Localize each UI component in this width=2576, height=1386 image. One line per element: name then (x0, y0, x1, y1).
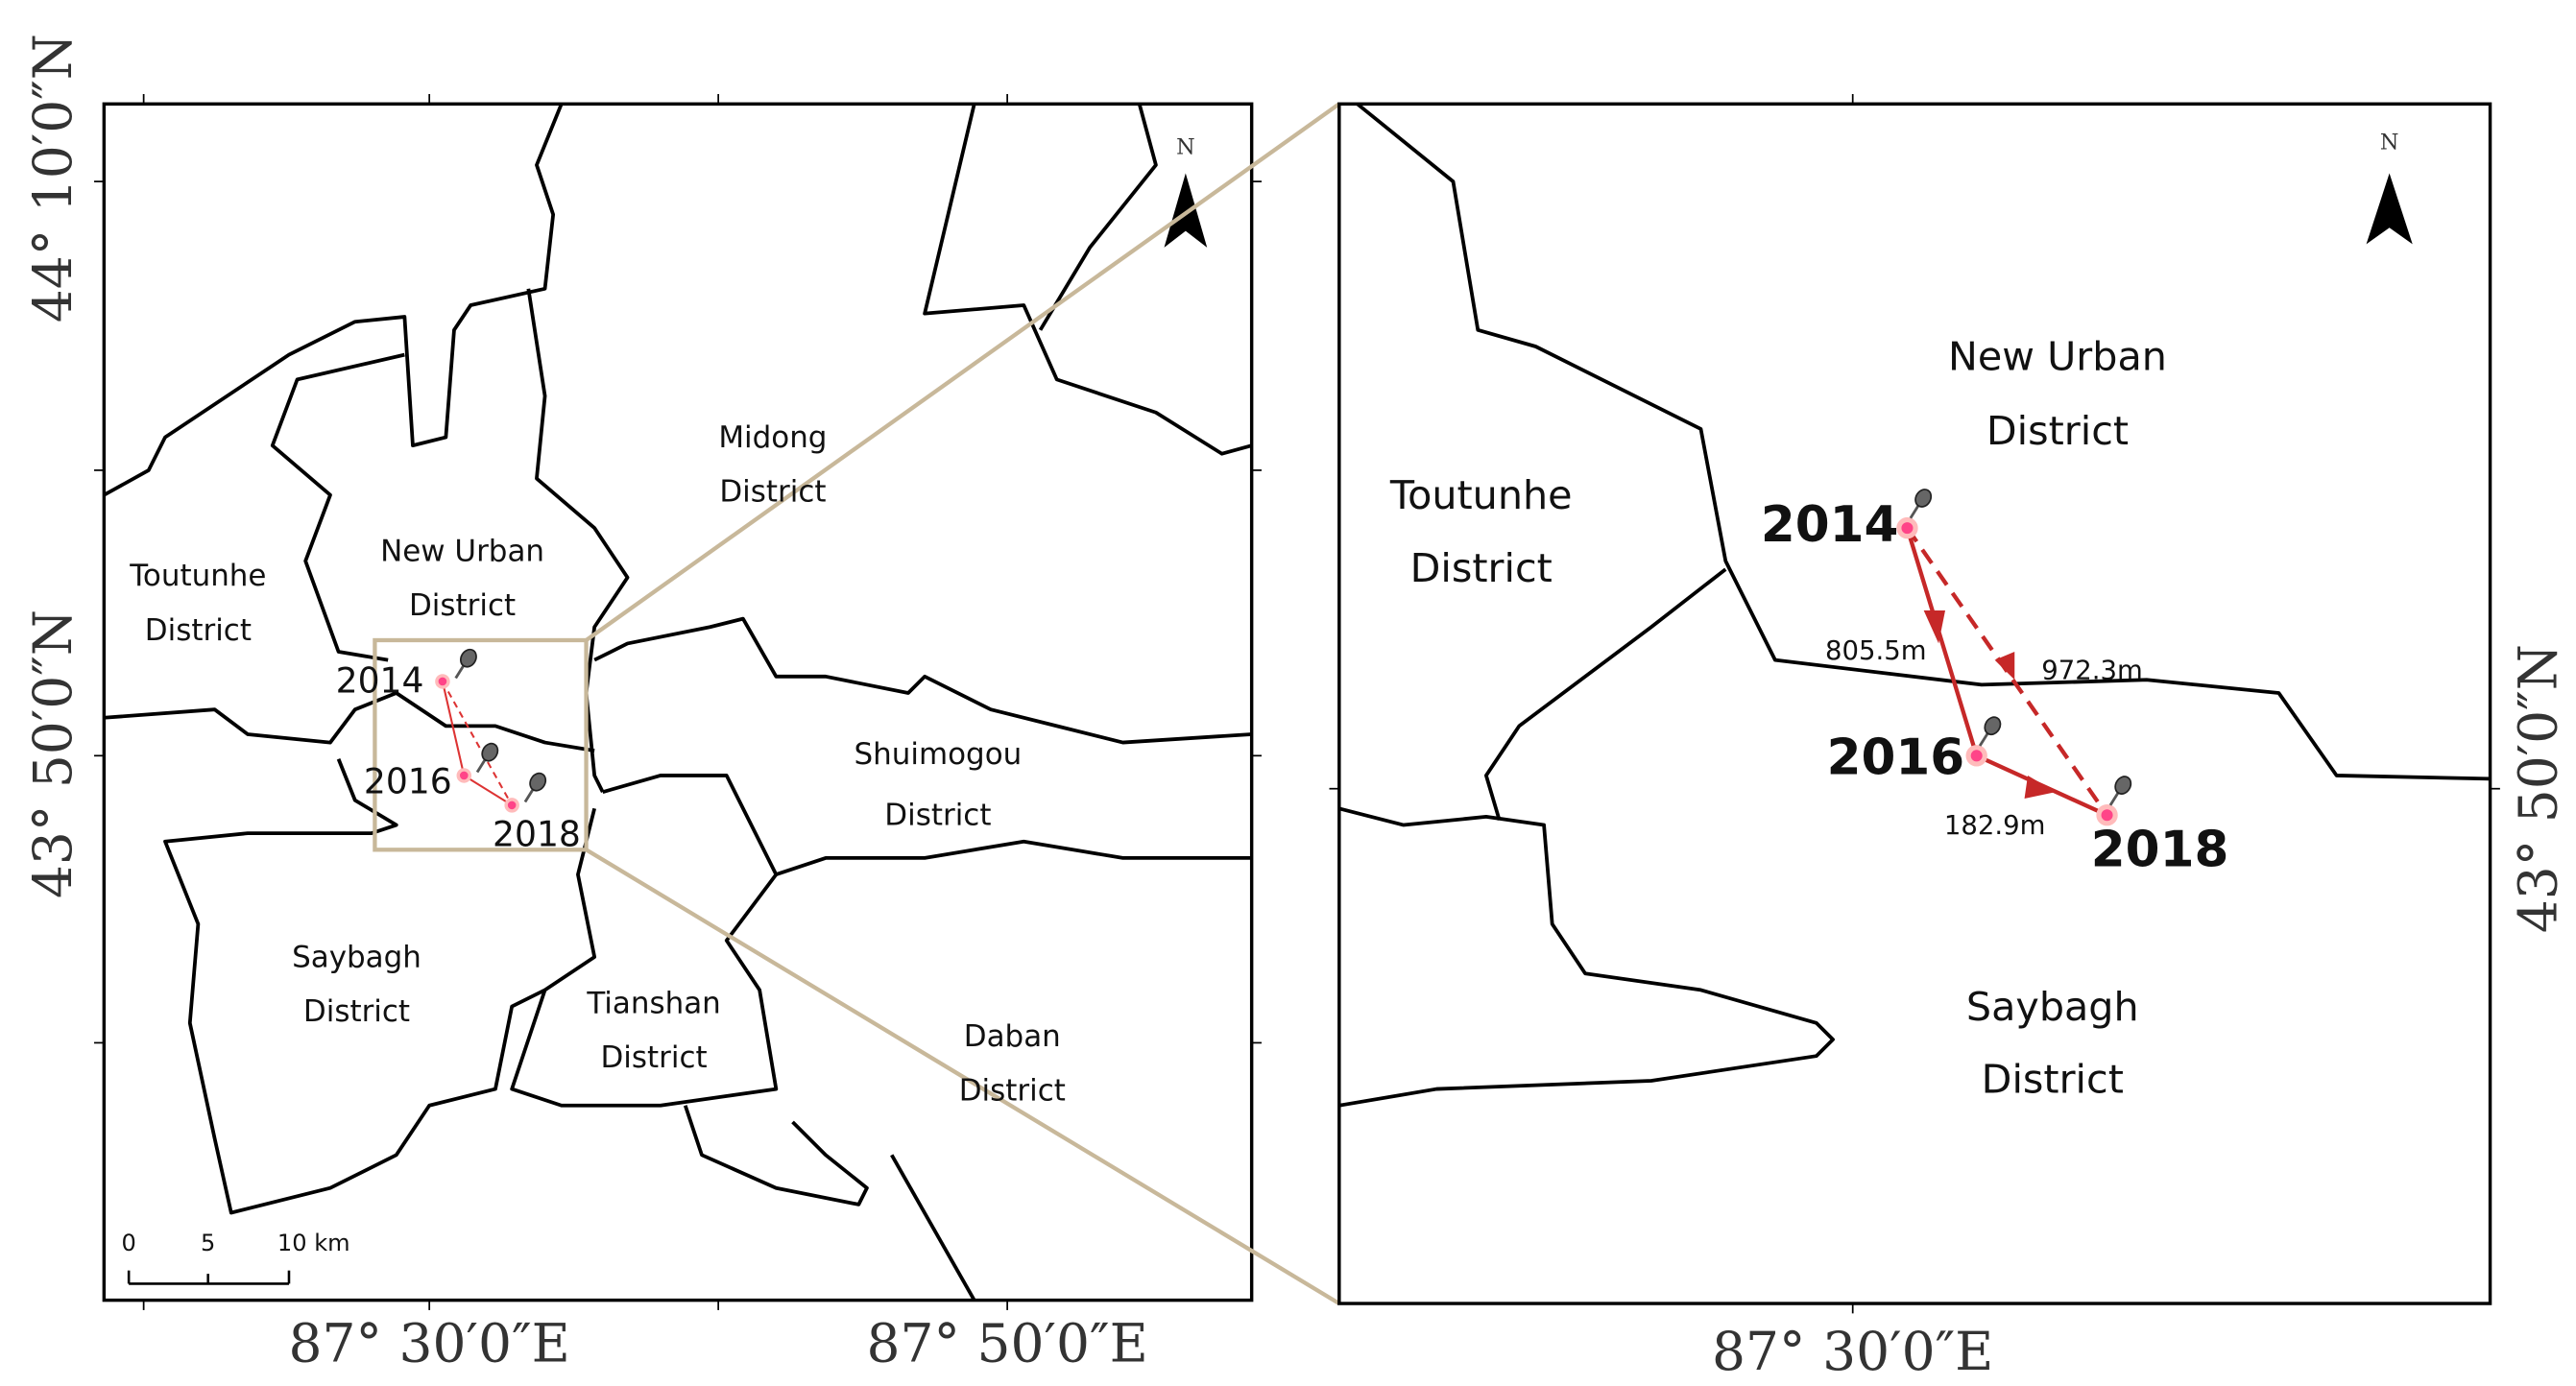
site-marker (504, 798, 519, 813)
district-label: District (145, 613, 252, 648)
arrow-head (1994, 652, 2015, 681)
distance-label: 805.5m (1825, 635, 1927, 666)
lon-label: 87° 50′0″E (866, 1312, 1147, 1374)
district-label: District (409, 588, 516, 623)
district-label: District (719, 474, 826, 509)
district-label: New Urban (1948, 334, 2167, 380)
pin (529, 772, 547, 792)
district-label: District (600, 1040, 707, 1075)
boundary (602, 774, 1252, 876)
district-label: Tianshan (586, 986, 720, 1020)
district-label: Shuimogou (855, 737, 1023, 772)
lon-label: 87° 30′0″E (289, 1312, 570, 1374)
district-label: Toutunhe (1389, 472, 1573, 518)
boundary (103, 103, 564, 497)
lat-label: 43° 50′0″N (2508, 644, 2569, 933)
site-marker (2096, 804, 2118, 826)
boundary (1038, 103, 1158, 331)
district-label: District (959, 1074, 1066, 1109)
lon-label: 87° 30′0″E (1712, 1321, 1993, 1382)
pin (2114, 776, 2132, 795)
distance-label: 972.3m (2041, 656, 2143, 686)
year-label: 2016 (364, 761, 452, 802)
right-frame (1337, 102, 2492, 1305)
boundary (593, 616, 1252, 745)
connector (585, 102, 1341, 642)
scale-label: 0 (121, 1230, 135, 1256)
district-label: District (1410, 545, 1553, 591)
right-map (1337, 102, 2492, 1305)
year-label: 2014 (336, 660, 424, 702)
boundary (526, 288, 630, 793)
district-label: District (884, 798, 991, 832)
scale-label: 10 km (277, 1230, 350, 1256)
connector (585, 848, 1340, 1305)
boundary (1356, 102, 2491, 781)
boundary (270, 352, 405, 662)
pin (481, 742, 499, 762)
year-label: 2014 (1761, 496, 1899, 554)
site-marker (1965, 745, 1987, 767)
boundary (510, 872, 779, 1108)
district-label: New Urban (380, 534, 544, 568)
north-arrow (2366, 173, 2413, 245)
district-label: Midong (718, 420, 827, 455)
site-marker (456, 768, 472, 783)
district-label: District (1986, 408, 2129, 454)
route-direct (442, 681, 514, 806)
boundary (1338, 806, 1835, 1108)
site-marker (1896, 516, 1918, 539)
north-label: N (1176, 135, 1195, 160)
left-map (102, 102, 1254, 1302)
left-frame (102, 102, 1254, 1302)
district-label: Toutunhe (129, 559, 266, 593)
lat-label: 43° 50′0″N (22, 609, 84, 898)
district-label: Daban (964, 1019, 1061, 1054)
distance-label: 182.9m (1944, 810, 2046, 841)
boundary (923, 103, 1253, 456)
year-label: 2016 (1827, 729, 1965, 786)
north-arrow (1164, 173, 1208, 248)
year-label: 2018 (493, 814, 581, 855)
year-label: 2018 (2091, 822, 2229, 879)
pin (1984, 716, 2002, 736)
boundary (683, 1105, 869, 1207)
arrow-head (2024, 775, 2057, 800)
arrow-head (1923, 610, 1946, 644)
scale-label: 5 (201, 1230, 215, 1256)
district-label: Saybagh (1966, 984, 2139, 1030)
boundary (1483, 567, 1727, 821)
inset-box (373, 637, 589, 852)
district-label: District (1982, 1057, 2124, 1103)
lat-label: 44° 10′0″N (22, 34, 84, 323)
district-label: Saybagh (292, 940, 421, 974)
site-marker (435, 674, 450, 689)
pin (459, 648, 477, 668)
boundary (890, 1154, 976, 1302)
pin (1914, 489, 1933, 508)
north-label: N (2380, 131, 2399, 155)
district-label: District (303, 994, 410, 1029)
